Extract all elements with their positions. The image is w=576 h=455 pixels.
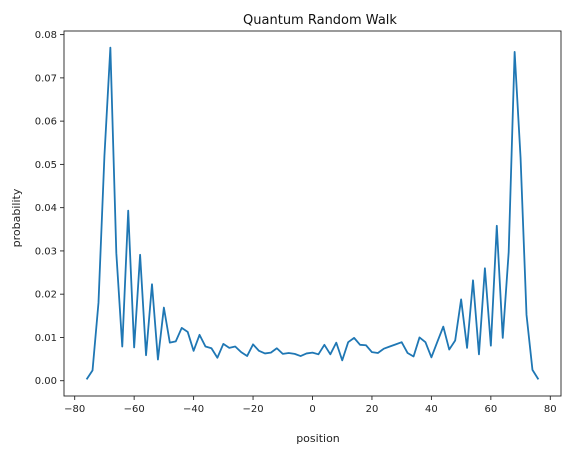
x-tick-label: 40: [425, 404, 438, 415]
x-tick-label: −60: [124, 404, 145, 415]
x-tick-label: 0: [309, 404, 315, 415]
chart-title: Quantum Random Walk: [243, 13, 397, 28]
y-axis: 0.00 0.01 0.02 0.03 0.04 0.05 0.06 0.07 0.08: [35, 30, 64, 387]
x-tick-label: 60: [484, 404, 497, 415]
y-tick-label: 0.07: [35, 73, 57, 84]
x-tick-label: −40: [183, 404, 204, 415]
y-tick-label: 0.06: [35, 117, 57, 128]
y-tick-label: 0.00: [35, 376, 57, 387]
y-tick-label: 0.08: [35, 30, 57, 41]
x-tick-label: 20: [366, 404, 379, 415]
plot-frame: [63, 30, 562, 397]
y-tick-label: 0.02: [35, 290, 57, 301]
x-axis: −80 −60 −40 −20 0 20 40 60 80: [64, 396, 557, 415]
x-tick-label: −80: [64, 404, 85, 415]
x-tick-label: −20: [242, 404, 263, 415]
y-tick-label: 0.03: [35, 246, 57, 257]
x-tick-label: 80: [544, 404, 557, 415]
y-tick-label: 0.01: [35, 333, 57, 344]
x-axis-label: position: [296, 432, 340, 445]
series-line: [85, 46, 540, 380]
y-tick-label: 0.04: [35, 203, 57, 214]
y-tick-label: 0.05: [35, 160, 57, 171]
y-axis-label: probability: [10, 188, 23, 247]
